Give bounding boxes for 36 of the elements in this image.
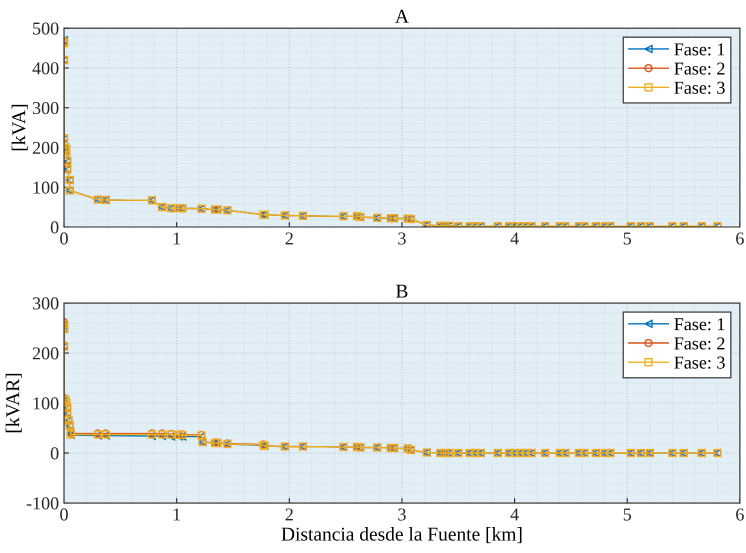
chart-title: B: [396, 284, 408, 298]
legend-label: Fase: 3: [674, 356, 725, 369]
x-axis-title: Distancia desde la Fuente [km]: [282, 527, 522, 544]
y-axis-title: [kVAR]: [6, 374, 22, 432]
x-tick-label: 6: [736, 508, 744, 521]
legend-label: Fase: 1: [674, 43, 724, 56]
y-tick-label: 0: [50, 447, 58, 460]
x-tick-label: 0: [60, 232, 68, 245]
y-tick-label: 100: [34, 182, 58, 194]
y-tick-label: 500: [33, 22, 58, 35]
chart-title: A: [395, 10, 409, 23]
y-tick-label: 100: [34, 397, 58, 410]
x-tick-label: 4: [510, 508, 519, 520]
legend-label: Fase: 3: [674, 82, 725, 94]
y-tick-label: -100: [26, 497, 58, 510]
x-tick-label: 3: [398, 508, 406, 521]
x-tick-label: 1: [174, 232, 180, 244]
x-tick-label: 5: [624, 508, 632, 521]
x-tick-label: 4: [510, 232, 519, 244]
y-tick-label: 300: [32, 102, 58, 114]
y-axis-title: [kVA]: [12, 104, 28, 150]
x-tick-label: 2: [286, 232, 293, 244]
legend-label: Fase: 2: [674, 337, 724, 350]
x-tick-label: 0: [60, 508, 68, 521]
y-tick-label: 200: [32, 347, 58, 360]
y-tick-label: 0: [50, 221, 58, 234]
y-tick-label: 200: [32, 142, 58, 154]
legend-label: Fase: 1: [674, 318, 724, 330]
x-tick-label: 1: [174, 508, 180, 520]
y-tick-label: 400: [32, 62, 58, 74]
x-tick-label: 2: [286, 508, 293, 520]
x-tick-label: 5: [624, 232, 632, 245]
x-tick-label: 6: [736, 232, 744, 245]
x-tick-label: 3: [398, 232, 406, 245]
y-tick-label: 300: [32, 297, 58, 310]
legend-label: Fase: 2: [674, 62, 724, 75]
